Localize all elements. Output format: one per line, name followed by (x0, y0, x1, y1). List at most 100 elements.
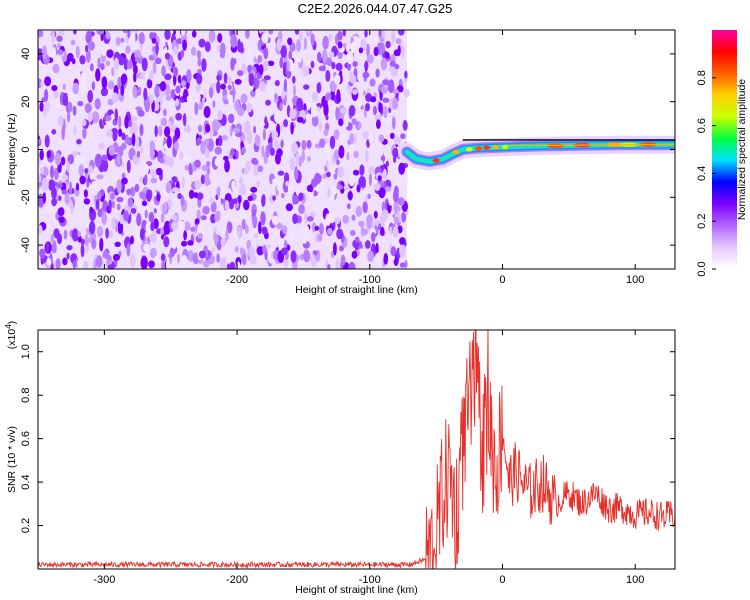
noise-cell (43, 104, 47, 118)
noise-cell (91, 180, 98, 190)
noise-cell (127, 71, 133, 80)
noise-cell (170, 221, 179, 231)
noise-cell (54, 152, 61, 166)
noise-cell (200, 140, 207, 155)
noise-cell (198, 124, 203, 133)
noise-cell (326, 227, 333, 236)
noise-cell (137, 254, 142, 265)
x-tick-label: -100 (359, 274, 381, 286)
noise-cell (383, 253, 389, 265)
noise-cell (171, 176, 178, 183)
noise-cell (373, 105, 377, 116)
noise-cell (345, 44, 350, 53)
noise-cell (360, 30, 365, 39)
noise-cell (57, 115, 64, 128)
noise-cell (380, 57, 388, 71)
noise-cell (255, 196, 261, 211)
noise-cell (214, 157, 222, 167)
noise-cell (385, 186, 392, 192)
noise-cell (224, 159, 230, 173)
noise-cell (144, 72, 149, 79)
noise-cell (118, 115, 122, 129)
noise-cell (148, 93, 154, 104)
noise-cell (90, 63, 94, 72)
noise-cell (399, 237, 406, 245)
noise-cell (53, 90, 59, 99)
noise-cell (83, 189, 88, 198)
noise-cell (307, 156, 311, 162)
noise-cell (362, 201, 368, 214)
noise-cell (78, 30, 85, 39)
colorbar-label: Normalized spectral amplitude (736, 79, 748, 220)
noise-cell (95, 68, 101, 82)
noise-cell (166, 135, 172, 149)
noise-cell (204, 148, 210, 159)
signal-peak (483, 145, 491, 150)
noise-cell (267, 60, 275, 66)
noise-cell (209, 128, 214, 138)
noise-cell (246, 130, 253, 145)
noise-cell (340, 254, 346, 266)
noise-cell (348, 87, 352, 95)
noise-cell (51, 46, 57, 60)
noise-cell (51, 197, 57, 207)
noise-cell (210, 201, 217, 213)
noise-cell (198, 250, 206, 259)
noise-cell (181, 240, 188, 247)
noise-cell (180, 80, 187, 87)
noise-cell (200, 174, 205, 185)
noise-cell (67, 111, 71, 123)
noise-cell (39, 149, 44, 161)
noise-cell (186, 95, 192, 103)
noise-cell (331, 61, 336, 70)
noise-cell (173, 66, 178, 77)
noise-cell (392, 88, 399, 95)
noise-cell (51, 85, 58, 92)
noise-cell (211, 247, 215, 253)
noise-cell (398, 162, 406, 175)
noise-cell (303, 250, 311, 263)
heatmap-area (38, 30, 675, 269)
noise-cell (179, 151, 184, 160)
noise-cell (149, 71, 153, 81)
noise-cell (221, 135, 228, 141)
noise-cell (143, 87, 148, 101)
noise-cell (75, 45, 80, 59)
noise-cell (129, 59, 133, 69)
noise-cell (317, 234, 323, 242)
noise-cell (327, 264, 331, 269)
noise-cell (187, 250, 194, 262)
noise-cell (326, 171, 331, 178)
noise-cell (236, 261, 241, 269)
noise-cell (294, 30, 300, 35)
noise-cell (160, 213, 165, 223)
noise-cell (319, 138, 326, 148)
noise-cell (392, 116, 396, 130)
noise-cell (381, 30, 386, 39)
noise-cell (325, 114, 329, 121)
noise-cell (242, 253, 247, 266)
noise-cell (140, 256, 148, 269)
noise-cell (196, 209, 201, 221)
noise-cell (148, 211, 155, 223)
noise-cell (41, 177, 49, 192)
noise-cell (375, 252, 383, 265)
noise-cell (382, 168, 387, 180)
noise-cell (100, 189, 105, 196)
noise-cell (282, 225, 288, 234)
noise-cell (91, 111, 100, 124)
noise-cell (195, 92, 200, 106)
noise-cell (385, 113, 393, 125)
noise-cell (177, 253, 180, 264)
noise-cell (378, 42, 385, 55)
noise-cell (44, 76, 52, 87)
noise-cell (84, 233, 89, 247)
noise-cell (161, 65, 166, 77)
noise-cell (192, 252, 199, 265)
noise-cell (237, 227, 241, 239)
noise-cell (124, 137, 131, 144)
noise-cell (150, 221, 155, 232)
noise-cell (227, 84, 232, 91)
noise-cell (351, 250, 358, 259)
noise-cell (323, 129, 329, 136)
